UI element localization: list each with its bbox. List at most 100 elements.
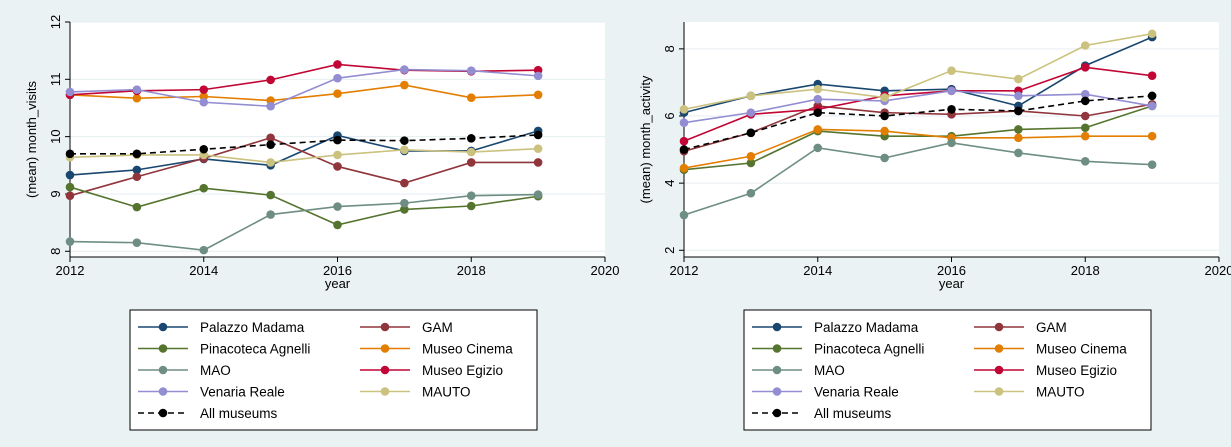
series-mao <box>679 138 1157 220</box>
data-point <box>466 201 476 211</box>
legend-label: Museo Egizio <box>1036 363 1117 378</box>
series-line <box>70 134 539 155</box>
series-mauto <box>679 29 1157 114</box>
data-point <box>266 133 275 143</box>
data-point <box>1014 148 1023 158</box>
legend-label: MAUTO <box>422 385 471 400</box>
data-point <box>813 108 823 117</box>
data-point <box>1014 91 1023 101</box>
data-point <box>1080 157 1090 166</box>
legend-label: Pinacoteca Agnelli <box>814 342 924 357</box>
data-point <box>266 210 275 219</box>
data-point <box>1014 133 1023 143</box>
data-point <box>1147 131 1157 141</box>
data-point <box>132 202 142 212</box>
x-tick-label: 2018 <box>457 263 486 278</box>
legend-label: Pinacoteca Agnelli <box>200 342 310 357</box>
data-point <box>533 130 543 140</box>
data-point <box>132 172 142 182</box>
x-tick-label: 2014 <box>189 263 218 278</box>
x-tick-label: 2012 <box>56 263 85 278</box>
legend-marker <box>772 408 782 418</box>
data-point <box>266 158 275 167</box>
y-tick-label: 2 <box>662 247 677 254</box>
legend-label: MAUTO <box>1036 385 1085 400</box>
series-line <box>683 36 1153 114</box>
data-point <box>533 158 543 167</box>
data-point <box>813 84 823 94</box>
data-point <box>132 165 142 175</box>
data-point <box>1147 101 1157 111</box>
legend-marker <box>772 387 782 396</box>
data-point <box>947 138 956 148</box>
series-all-museums <box>679 91 1157 154</box>
series-line <box>683 142 1153 216</box>
legend-label: Palazzo Madama <box>814 320 919 335</box>
data-point <box>466 66 476 76</box>
legend-marker <box>380 365 390 375</box>
y-tick-label: 11 <box>48 73 63 87</box>
legend-label: GAM <box>1036 320 1067 335</box>
data-point <box>266 140 275 149</box>
data-point <box>679 118 689 128</box>
x-tick-label: 2020 <box>1205 263 1231 278</box>
series-line <box>683 90 1153 124</box>
data-point <box>333 162 342 171</box>
data-point <box>1014 74 1023 84</box>
data-point <box>466 134 476 143</box>
legend: Palazzo Madama GAM Pinacoteca Agnelli Museo… <box>743 309 1152 431</box>
legend-marker <box>380 322 390 332</box>
x-tick-label: 2014 <box>803 263 832 278</box>
legend-marker <box>380 344 390 353</box>
series-line <box>69 84 539 102</box>
series-venaria-reale <box>65 65 543 111</box>
legend-box <box>129 309 538 431</box>
legend-label: Venaria Reale <box>814 385 899 400</box>
data-point <box>65 149 75 159</box>
data-point <box>679 145 689 154</box>
data-point <box>65 191 75 200</box>
data-point <box>266 75 275 85</box>
data-point <box>400 205 409 214</box>
legend-marker <box>380 387 390 396</box>
data-point <box>65 87 75 97</box>
data-point <box>947 66 956 75</box>
data-point <box>679 210 689 220</box>
data-point <box>199 245 209 255</box>
legend-label: MAO <box>200 363 231 378</box>
data-point <box>679 136 689 146</box>
y-tick-label: 6 <box>662 112 677 119</box>
data-point <box>1147 29 1157 39</box>
data-point <box>400 198 409 208</box>
data-point <box>199 144 209 154</box>
data-point <box>880 153 889 163</box>
data-point <box>880 126 889 136</box>
series-mao <box>65 190 543 255</box>
y-tick-label: 8 <box>48 248 63 255</box>
series-line <box>683 95 1153 151</box>
legend-marker <box>158 387 168 396</box>
data-point <box>400 65 409 74</box>
data-point <box>1014 106 1023 116</box>
x-tick-label: 2016 <box>937 263 966 278</box>
legend-marker <box>158 408 168 418</box>
x-axis-title: year <box>939 276 965 291</box>
data-point <box>1080 131 1090 141</box>
legend-marker <box>994 387 1004 396</box>
series-line <box>69 147 539 164</box>
data-point <box>400 136 409 145</box>
legend-marker <box>772 365 782 375</box>
data-point <box>1080 89 1090 99</box>
data-point <box>813 94 823 104</box>
data-point <box>132 149 142 159</box>
legend-label: MAO <box>814 363 845 378</box>
data-point <box>947 86 956 96</box>
data-point <box>1080 41 1090 50</box>
data-point <box>466 191 476 200</box>
data-point <box>746 108 756 117</box>
data-point <box>199 183 209 193</box>
data-point <box>1080 96 1090 106</box>
chart-panel-1: 8 9 10 11 12 2012 2014 2016 2018 2020 year (mean) m… <box>24 15 619 431</box>
legend-label: Museo Cinema <box>422 342 513 357</box>
y-tick-label: 4 <box>662 180 677 187</box>
